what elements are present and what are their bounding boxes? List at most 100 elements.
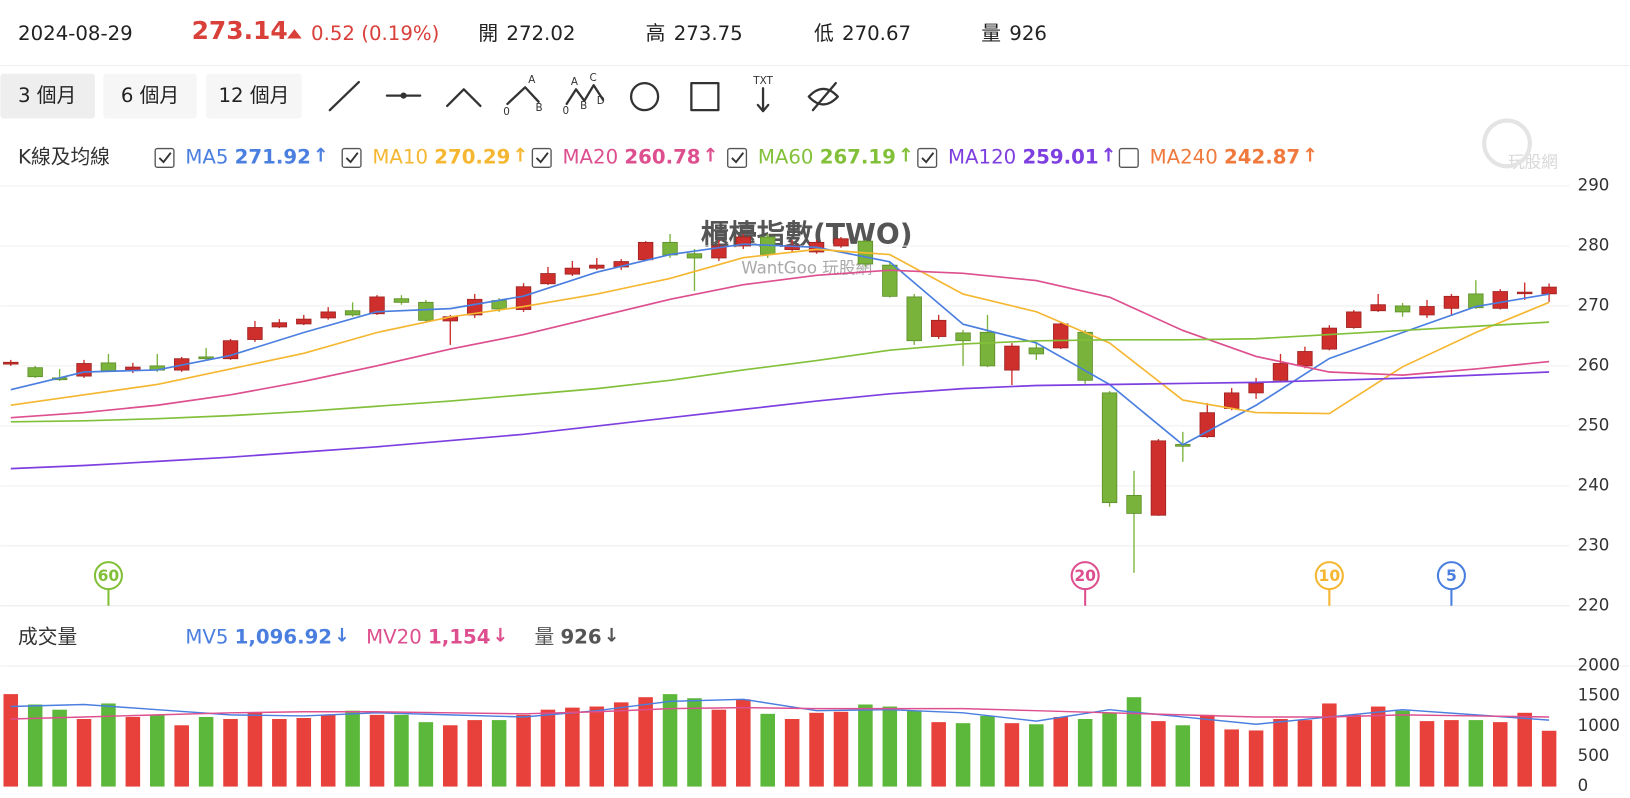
marker-label: 60 xyxy=(98,567,120,585)
volume-bar xyxy=(296,717,312,787)
volume-bar xyxy=(125,716,141,787)
logo-icon xyxy=(1482,118,1532,169)
tool-letter: A xyxy=(528,74,536,86)
legend-value: 259.01 xyxy=(1022,145,1098,168)
legend-trend: ↓ xyxy=(493,625,509,646)
tool-abc[interactable] xyxy=(506,86,540,106)
candle-body xyxy=(369,296,385,315)
candle-body xyxy=(882,264,898,297)
price-section-label: K線及均線 xyxy=(18,145,110,168)
range-label[interactable]: 6 個月 xyxy=(121,84,179,107)
legend-name: MA5 xyxy=(185,145,228,168)
checkbox[interactable] xyxy=(341,147,362,168)
volume-bar xyxy=(27,704,43,787)
checkbox[interactable] xyxy=(917,147,938,168)
candle-body xyxy=(955,332,971,342)
tool-letter: D xyxy=(597,95,605,107)
volume-bar xyxy=(1151,721,1166,787)
checkmark xyxy=(731,152,745,164)
candle-body xyxy=(76,363,92,377)
marker-label: 5 xyxy=(1446,567,1457,585)
volume-bar xyxy=(736,699,751,787)
candle-body xyxy=(1541,286,1557,295)
candle-body xyxy=(1443,295,1460,309)
volume-bar xyxy=(1224,729,1239,787)
tool-circle[interactable] xyxy=(629,81,660,112)
ma-marker xyxy=(93,561,123,591)
y-tick-label: 280 xyxy=(1578,235,1610,254)
stat-label: 量 xyxy=(981,22,1001,45)
volume-bar xyxy=(174,725,189,787)
legend-trend: ↑ xyxy=(313,145,329,166)
tool-hide[interactable] xyxy=(807,81,840,112)
average-line xyxy=(10,248,1550,415)
legend-trend: ↑ xyxy=(512,145,528,166)
candle-body xyxy=(320,311,336,319)
volume-bar xyxy=(198,716,214,787)
volume-bar xyxy=(467,720,482,787)
volume-bar xyxy=(833,711,849,787)
candle-body xyxy=(1004,345,1020,371)
price: 273.14 xyxy=(192,16,288,45)
tool-letter: 0 xyxy=(503,106,510,118)
range-label[interactable]: 12 個月 xyxy=(218,84,289,107)
candle-body xyxy=(1492,291,1508,309)
volume-section-label: 成交量 xyxy=(18,625,77,648)
candle-body xyxy=(1321,327,1338,350)
volume-bar xyxy=(101,703,116,787)
tool-text[interactable] xyxy=(756,87,770,113)
volume-bar xyxy=(1444,720,1459,787)
checkbox[interactable] xyxy=(1118,147,1139,168)
candle-body xyxy=(418,301,434,321)
tool-angle[interactable] xyxy=(446,88,482,108)
volume-bar xyxy=(345,710,360,787)
legend-trend: ↓ xyxy=(334,625,350,646)
range-button-active[interactable] xyxy=(0,73,95,119)
volume-bar xyxy=(1077,719,1093,787)
candle-body xyxy=(3,361,19,365)
candle-body xyxy=(1272,363,1289,381)
tool-text-label: TXT xyxy=(752,75,773,87)
y-tick-label: 220 xyxy=(1578,595,1610,614)
checkbox[interactable] xyxy=(727,147,748,168)
stat-value: 926 xyxy=(1009,22,1047,45)
volume-bar xyxy=(662,694,678,787)
checkbox[interactable] xyxy=(154,147,175,168)
candle-body xyxy=(833,238,849,247)
range-button[interactable] xyxy=(103,73,197,119)
candle-body xyxy=(27,367,43,378)
volume-bar xyxy=(809,712,824,787)
candle-body xyxy=(1419,306,1435,316)
y-tick-label: 1500 xyxy=(1578,686,1620,705)
stat-value: 272.02 xyxy=(506,22,575,45)
tool-rect[interactable] xyxy=(690,81,720,112)
candle-body xyxy=(1346,311,1362,328)
legend-name: MA10 xyxy=(372,145,428,168)
legend-trend: ↑ xyxy=(1302,145,1318,166)
volume-bar xyxy=(52,709,67,787)
checkbox[interactable] xyxy=(531,147,552,168)
legend-name: MV20 xyxy=(366,625,422,648)
candle-body xyxy=(1468,293,1484,309)
candle-body xyxy=(1028,347,1045,355)
legend-value: 1,096.92 xyxy=(235,625,332,648)
volume-bar xyxy=(150,714,165,787)
legend-value: 267.19 xyxy=(820,145,896,168)
volume-bar xyxy=(369,714,385,787)
range-button[interactable] xyxy=(206,73,302,119)
marker-label: 10 xyxy=(1318,567,1340,585)
candle-body xyxy=(711,245,727,259)
candle-body xyxy=(1126,495,1142,514)
tool-abcd[interactable] xyxy=(565,84,605,106)
y-tick-label: 2000 xyxy=(1578,656,1620,675)
legend-name: MA20 xyxy=(563,145,619,168)
candle-body xyxy=(296,318,312,325)
volume-bar xyxy=(1175,725,1191,787)
tool-line[interactable] xyxy=(328,80,360,112)
candle-body xyxy=(686,253,703,259)
range-label[interactable]: 3 個月 xyxy=(18,84,76,107)
volume-bar xyxy=(247,712,263,787)
volume-bar xyxy=(540,709,556,787)
volume-bar xyxy=(443,725,458,787)
checkmark xyxy=(921,152,935,164)
